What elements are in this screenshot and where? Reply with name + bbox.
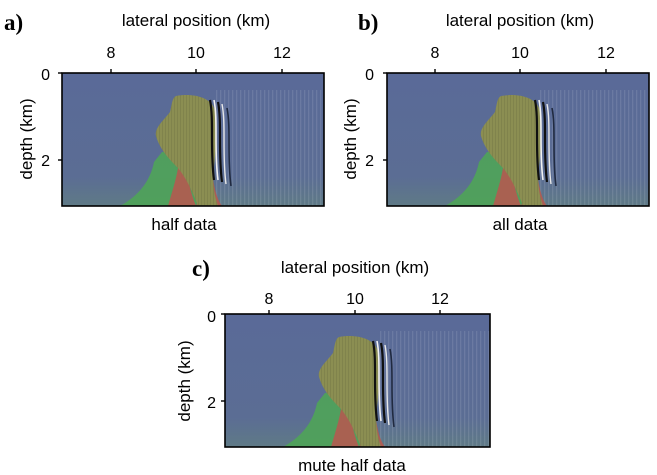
panel-a-x-tick-label: 12: [273, 45, 291, 62]
panel-b-y-tick-label: 2: [365, 153, 374, 170]
panel-b-caption: all data: [493, 215, 548, 234]
panel-c-x-tick-label: 12: [431, 291, 449, 308]
panel-c-x-tick-label: 10: [346, 291, 364, 308]
panel-b-x-tick-label: 10: [511, 45, 529, 62]
panel-b-x-tick-label: 12: [597, 45, 615, 62]
panel-c-y-tick-label: 0: [207, 309, 216, 326]
panel-a-x-axis-label: lateral position (km): [122, 11, 270, 30]
panel-b-x-axis-label: lateral position (km): [446, 11, 594, 30]
panel-c-letter: c): [192, 256, 210, 281]
panel-c: c) lateral position (km) 8 10 12 depth (…: [175, 256, 491, 475]
panel-a-y-tick-label: 0: [41, 67, 50, 84]
panel-c-y-tick-label: 2: [207, 395, 216, 412]
panel-b-x-tick-label: 8: [431, 45, 440, 62]
panel-a-y-tick-label: 2: [41, 153, 50, 170]
panel-b: b) lateral position (km) 8 10 12 depth (…: [341, 10, 650, 234]
panel-b-letter: b): [358, 10, 378, 35]
panel-c-image: [221, 310, 491, 448]
panel-a-y-axis-label: depth (km): [17, 98, 36, 179]
panel-a-caption: half data: [151, 215, 217, 234]
panel-a-letter: a): [4, 10, 23, 35]
panel-c-x-axis-label: lateral position (km): [281, 258, 429, 277]
panel-a-image: [58, 69, 325, 207]
panel-c-caption: mute half data: [298, 456, 406, 475]
panel-b-image: [383, 69, 650, 207]
panel-c-x-tick-label: 8: [265, 291, 274, 308]
panel-a-x-tick-label: 10: [187, 45, 205, 62]
panel-b-y-tick-label: 0: [365, 67, 374, 84]
panel-b-y-axis-label: depth (km): [341, 98, 360, 179]
panel-a: a) lateral position (km) 8 10 12 depth (…: [4, 10, 325, 234]
panel-a-x-tick-label: 8: [107, 45, 116, 62]
panel-c-y-axis-label: depth (km): [175, 340, 194, 421]
